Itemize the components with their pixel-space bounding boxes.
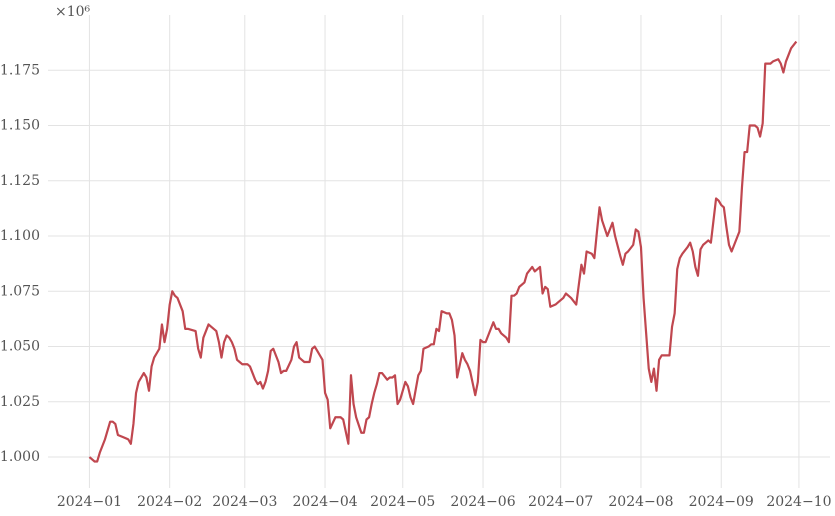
x-tick-label: 2024−08 [608, 494, 673, 510]
y-tick-label: 1.125 [0, 173, 40, 189]
x-tick-label: 2024−07 [528, 494, 593, 510]
x-tick-label: 2024−01 [57, 494, 122, 510]
y-tick-label: 1.175 [0, 62, 40, 78]
y-tick-label: 1.050 [0, 339, 40, 355]
x-tick-label: 2024−02 [137, 494, 202, 510]
x-tick-label: 2024−05 [370, 494, 435, 510]
x-tick-label: 2024−09 [689, 494, 754, 510]
line [88, 40, 798, 463]
y-offset-label: ×10⁶ [55, 4, 91, 20]
y-tick-label: 1.075 [0, 283, 40, 299]
y-tick-label: 1.000 [0, 449, 40, 465]
x-tick-label: 2024−10 [766, 494, 831, 510]
y-tick-label: 1.100 [0, 228, 40, 244]
x-tick-label: 2024−06 [450, 494, 515, 510]
x-tick-label: 2024−04 [292, 494, 357, 510]
y-tick-label: 1.150 [0, 118, 40, 134]
x-tick-label: 2024−03 [212, 494, 277, 510]
y-tick-label: 1.025 [0, 394, 40, 410]
